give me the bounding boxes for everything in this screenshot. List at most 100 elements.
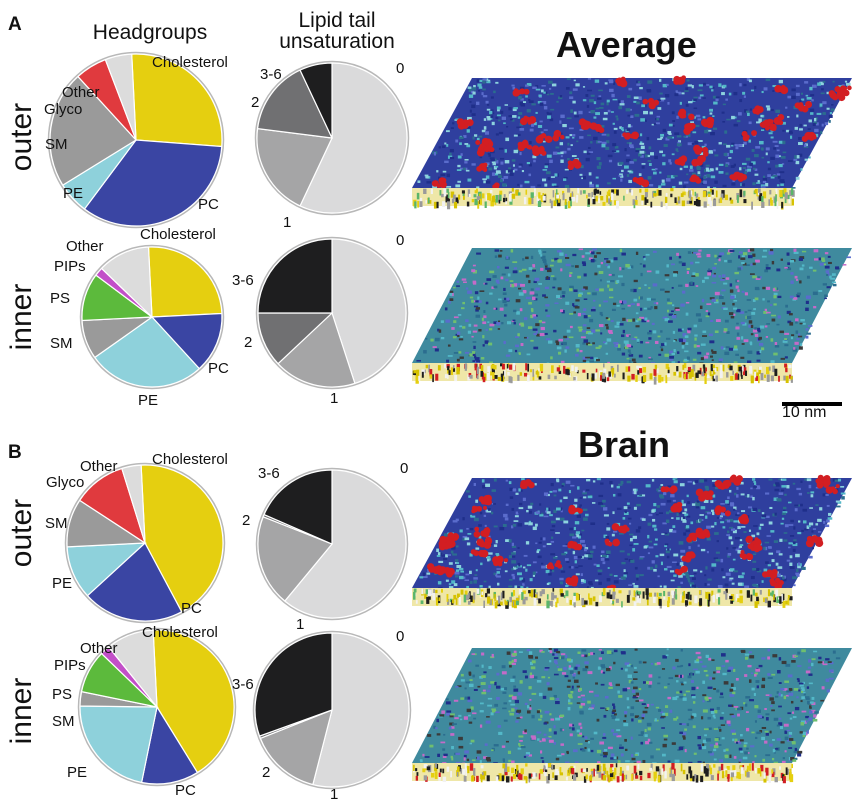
membrane-brain-inner-lipid — [486, 759, 491, 762]
membrane-average-inner-lipid — [626, 335, 631, 337]
membrane-brain-outer-tail — [424, 593, 427, 599]
membrane-average-inner-tail — [688, 371, 692, 379]
membrane-average-inner-lipid — [474, 355, 477, 359]
membrane-brain-outer-lipid — [825, 494, 829, 496]
pie-a-outer-unsaturation-slice-1 — [256, 127, 333, 207]
membrane-brain-inner-lipid — [561, 672, 567, 675]
membrane-average-outer-lipid — [722, 143, 727, 146]
membrane-average-inner-lipid — [646, 297, 651, 301]
membrane-average-outer-glycolipid — [537, 146, 545, 155]
membrane-average-outer-glycolipid — [466, 119, 474, 127]
membrane-average-outer-lipid — [633, 96, 639, 100]
membrane-brain-outer-lipid — [752, 496, 755, 501]
membrane-brain-outer-lipid — [620, 480, 624, 485]
membrane-average-inner-lipid — [740, 321, 745, 325]
membrane-brain-inner-lipid — [650, 703, 654, 706]
membrane-average-outer-lipid — [724, 130, 728, 134]
membrane-brain-outer-lipid — [655, 538, 658, 541]
membrane-average-inner-lipid — [650, 306, 653, 309]
membrane-average-outer-lipid — [695, 114, 701, 118]
label-b-inner-unsat-2: 2 — [262, 764, 271, 781]
membrane-average-inner-lipid — [565, 338, 570, 340]
membrane-average-inner-lipid — [582, 359, 587, 363]
membrane-average-outer-glycolipid — [482, 167, 488, 172]
membrane-average-outer-lipid — [691, 143, 695, 145]
membrane-average-outer-glycolipid — [761, 122, 767, 129]
membrane-brain-outer-lipid — [475, 547, 480, 550]
membrane-average-inner-lipid — [583, 315, 588, 319]
membrane-brain-outer-lipid — [748, 529, 751, 532]
membrane-average-inner-lipid — [695, 252, 701, 256]
pie-b-outer-unsaturation-slice-0 — [283, 469, 407, 619]
membrane-average-inner-lipid — [706, 352, 710, 355]
membrane-average-inner-tail — [715, 366, 719, 372]
membrane-brain-inner-lipid — [798, 689, 801, 692]
membrane-brain-inner-lipid — [746, 747, 749, 750]
membrane-brain-inner-lipid — [675, 658, 679, 662]
membrane-average-inner-lipid — [715, 319, 721, 322]
membrane-average-outer-glycolipid — [482, 164, 487, 169]
membrane-brain-outer-lipid — [550, 569, 553, 571]
membrane-average-outer-tail — [660, 201, 663, 208]
membrane-average-outer-tail — [490, 200, 494, 207]
membrane-average-inner-lipid — [557, 287, 562, 291]
membrane-average-outer-lipid — [524, 180, 530, 184]
membrane-brain-outer-lipid — [584, 548, 587, 552]
membrane-average-outer-lipid — [473, 84, 476, 88]
membrane-average-outer-lipid — [659, 150, 663, 154]
membrane-average-inner-lipid — [577, 293, 582, 297]
membrane-average-outer-lipid — [660, 183, 666, 186]
membrane-brain-inner-lipid — [716, 706, 720, 710]
membrane-brain-outer-lipid — [811, 530, 814, 533]
membrane-brain-outer-lipid — [707, 578, 712, 581]
membrane-brain-outer-lipid — [705, 487, 709, 491]
membrane-average-outer-tail — [695, 193, 699, 199]
membrane-brain-outer-lipid — [517, 562, 520, 565]
membrane-average-outer-tail — [430, 188, 433, 195]
membrane-brain-outer-lipid — [570, 484, 575, 487]
membrane-average-outer-lipid — [640, 155, 644, 158]
membrane-brain-outer-tail — [675, 594, 678, 600]
membrane-brain-outer-lipid — [517, 572, 522, 576]
membrane-average-outer-glycolipid — [755, 107, 761, 113]
membrane-brain-outer-lipid — [619, 550, 625, 553]
membrane-average-inner-lipid — [450, 292, 454, 297]
pie-a-inner-headgroups-slice-ps — [81, 274, 154, 322]
membrane-brain-outer-lipid — [634, 566, 638, 570]
membrane-brain-outer-lipid — [808, 522, 814, 526]
label-a-inner-unsat-0: 0 — [396, 232, 405, 249]
membrane-average-inner-lipid — [434, 348, 439, 352]
membrane-brain-outer-lipid — [589, 583, 593, 586]
membrane-brain-outer-tail — [476, 588, 480, 594]
membrane-average-outer-lipid — [634, 113, 640, 117]
membrane-average-inner-tail — [611, 367, 615, 375]
membrane-average-outer-lipid — [744, 170, 747, 175]
membrane-brain-inner-lipid — [537, 738, 540, 741]
membrane-brain-outer-lipid — [452, 553, 458, 556]
membrane-average-inner-lipid — [600, 332, 603, 335]
membrane-average-inner-lipid — [685, 301, 690, 304]
membrane-brain-outer-lipid — [684, 513, 689, 517]
membrane-average-inner-lipid — [758, 336, 762, 340]
membrane-average-inner-tail — [732, 370, 734, 375]
membrane-brain-inner-lipid — [553, 725, 556, 729]
membrane-brain-inner-lipid — [672, 666, 676, 670]
membrane-average-inner-lipid — [702, 335, 708, 337]
membrane-average-outer-lipid — [635, 150, 640, 153]
membrane-average-inner-lipid — [801, 264, 805, 267]
membrane-average-inner-lipid — [524, 336, 527, 339]
membrane-brain-outer-lipid — [627, 517, 632, 520]
membrane-average-inner-lipid — [732, 303, 735, 306]
membrane-brain-outer-lipid — [815, 486, 820, 489]
membrane-brain-outer-lipid — [582, 579, 586, 584]
membrane-average-inner-tail — [423, 369, 426, 374]
membrane-brain-outer-lipid — [687, 480, 692, 483]
membrane-brain-inner-lipid — [798, 682, 804, 685]
membrane-brain-outer-tail — [479, 590, 482, 598]
membrane-average-outer-tail — [484, 201, 487, 208]
membrane-average-outer-lipid — [485, 180, 491, 184]
membrane-average-inner-lipid — [718, 275, 722, 278]
membrane-brain-outer-lipid — [717, 584, 723, 588]
membrane-brain-outer-lipid — [624, 558, 628, 560]
membrane-brain-inner-lipid — [569, 726, 572, 730]
